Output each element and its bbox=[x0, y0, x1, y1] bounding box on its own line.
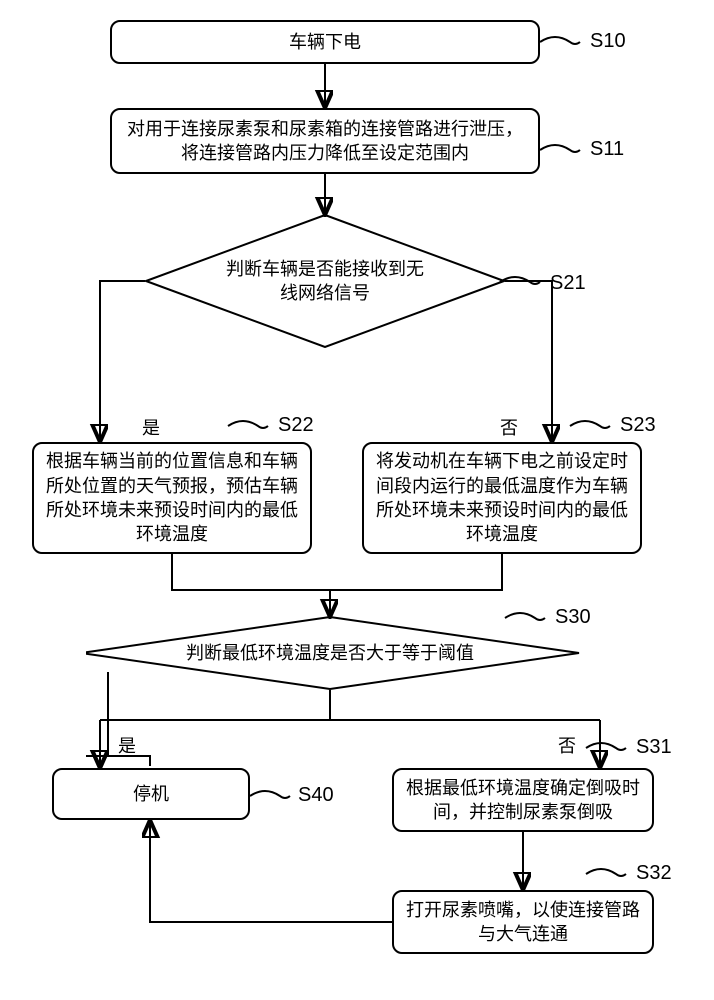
node-s22-text: 根据车辆当前的位置信息和车辆所处位置的天气预报，预估车辆所处环境未来预设时间内的… bbox=[44, 449, 300, 546]
node-s21-text: 判断车辆是否能接收到无线网络信号 bbox=[210, 257, 440, 306]
label-s30: S30 bbox=[555, 606, 591, 629]
node-s30: 判断最低环境温度是否大于等于阈值 bbox=[80, 616, 580, 690]
label-s21: S21 bbox=[550, 272, 586, 295]
label-s23: S23 bbox=[620, 414, 656, 437]
node-s23: 将发动机在车辆下电之前设定时间段内运行的最低温度作为车辆所处环境未来预设时间内的… bbox=[362, 442, 642, 554]
label-s40: S40 bbox=[298, 784, 334, 807]
node-s11: 对用于连接尿素泵和尿素箱的连接管路进行泄压，将连接管路内压力降低至设定范围内 bbox=[110, 108, 540, 174]
node-s31: 根据最低环境温度确定倒吸时间，并控制尿素泵倒吸 bbox=[392, 768, 654, 832]
node-s10-text: 车辆下电 bbox=[289, 30, 361, 54]
label-s11: S11 bbox=[590, 138, 624, 161]
node-s21: 判断车辆是否能接收到无线网络信号 bbox=[145, 214, 505, 348]
node-s22: 根据车辆当前的位置信息和车辆所处位置的天气预报，预估车辆所处环境未来预设时间内的… bbox=[32, 442, 312, 554]
label-s22: S22 bbox=[278, 414, 314, 437]
edge-yes-s30: 是 bbox=[118, 732, 136, 758]
node-s23-text: 将发动机在车辆下电之前设定时间段内运行的最低温度作为车辆所处环境未来预设时间内的… bbox=[374, 449, 630, 546]
node-s30-text: 判断最低环境温度是否大于等于阈值 bbox=[176, 641, 484, 665]
edge-no-s21: 否 bbox=[500, 414, 518, 440]
node-s40: 停机 bbox=[52, 768, 250, 820]
edge-no-s30: 否 bbox=[558, 732, 576, 758]
node-s11-text: 对用于连接尿素泵和尿素箱的连接管路进行泄压，将连接管路内压力降低至设定范围内 bbox=[122, 117, 528, 166]
node-s10: 车辆下电 bbox=[110, 20, 540, 64]
edge-yes-s21: 是 bbox=[142, 414, 160, 440]
label-s32: S32 bbox=[636, 862, 672, 885]
node-s32-text: 打开尿素喷嘴，以使连接管路与大气连通 bbox=[404, 898, 642, 947]
node-s40-text: 停机 bbox=[133, 782, 169, 806]
label-s31: S31 bbox=[636, 736, 672, 759]
label-s10: S10 bbox=[590, 30, 626, 53]
node-s32: 打开尿素喷嘴，以使连接管路与大气连通 bbox=[392, 890, 654, 954]
node-s31-text: 根据最低环境温度确定倒吸时间，并控制尿素泵倒吸 bbox=[404, 776, 642, 825]
